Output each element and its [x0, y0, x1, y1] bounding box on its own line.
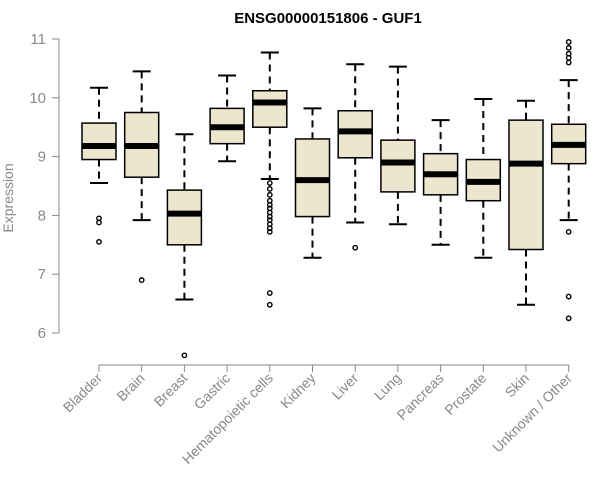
box-skin — [508, 99, 544, 306]
outlier-point — [352, 244, 359, 251]
outlier-point — [266, 301, 273, 308]
y-tick-label: 11 — [30, 31, 46, 48]
iqr-box — [166, 189, 203, 246]
x-tick-label: Skin — [502, 370, 533, 401]
x-tick-label: Kidney — [277, 370, 319, 412]
x-tick-label: Unknown / Other — [489, 370, 575, 456]
y-tick-label: 10 — [29, 90, 46, 107]
box-unknown-other — [550, 39, 587, 322]
box-gastric — [209, 74, 245, 163]
x-tick-label: Pancreas — [394, 370, 447, 423]
outlier-point — [266, 186, 273, 192]
outlier-point — [266, 228, 273, 235]
x-tick-label: Gastric — [191, 370, 234, 413]
box-breast — [166, 133, 203, 359]
y-axis-label: Expression — [0, 163, 16, 232]
x-tick-label: Prostate — [441, 370, 489, 418]
y-tick-label: 6 — [38, 325, 46, 342]
y-tick-label: 7 — [38, 266, 46, 283]
iqr-box — [380, 139, 416, 193]
box-pancreas — [422, 119, 459, 246]
outlier-point — [565, 293, 572, 300]
outlier-point — [565, 315, 572, 322]
y-tick-label: 8 — [38, 207, 46, 224]
chart-title: ENSG00000151806 - GUF1 — [234, 10, 422, 27]
x-tick-label: Lung — [371, 370, 404, 403]
box-liver — [337, 63, 373, 251]
outlier-point — [266, 290, 273, 296]
outlier-point — [266, 201, 273, 208]
outlier-point — [266, 225, 273, 232]
box-bladder — [81, 86, 117, 245]
outlier-point — [565, 54, 572, 61]
outlier-point — [565, 59, 572, 66]
x-tick-label: Brain — [113, 370, 147, 404]
box-kidney — [294, 107, 331, 259]
outlier-point — [181, 352, 188, 359]
box-hematopoietic-cells — [252, 51, 288, 308]
x-tick-label: Liver — [329, 370, 362, 403]
x-tick-label: Bladder — [60, 370, 106, 416]
x-tick-label: Breast — [151, 370, 191, 410]
outlier-point — [266, 213, 273, 220]
box-lung — [380, 65, 416, 226]
box-brain — [123, 70, 160, 283]
outlier-point — [96, 238, 102, 245]
iqr-box — [252, 89, 288, 128]
y-axis: 6 7 8 9 10 11 — [29, 31, 60, 342]
outlier-point — [96, 219, 102, 226]
outlier-point — [565, 228, 572, 235]
y-tick-label: 9 — [38, 149, 46, 166]
box-series — [81, 39, 587, 359]
outlier-point — [138, 277, 145, 283]
iqr-box — [508, 119, 544, 251]
outlier-point — [565, 44, 572, 51]
outlier-point — [565, 39, 572, 45]
box-prostate — [465, 97, 502, 259]
iqr-box — [81, 122, 117, 161]
outlier-point — [266, 191, 273, 198]
outlier-point — [266, 180, 273, 186]
